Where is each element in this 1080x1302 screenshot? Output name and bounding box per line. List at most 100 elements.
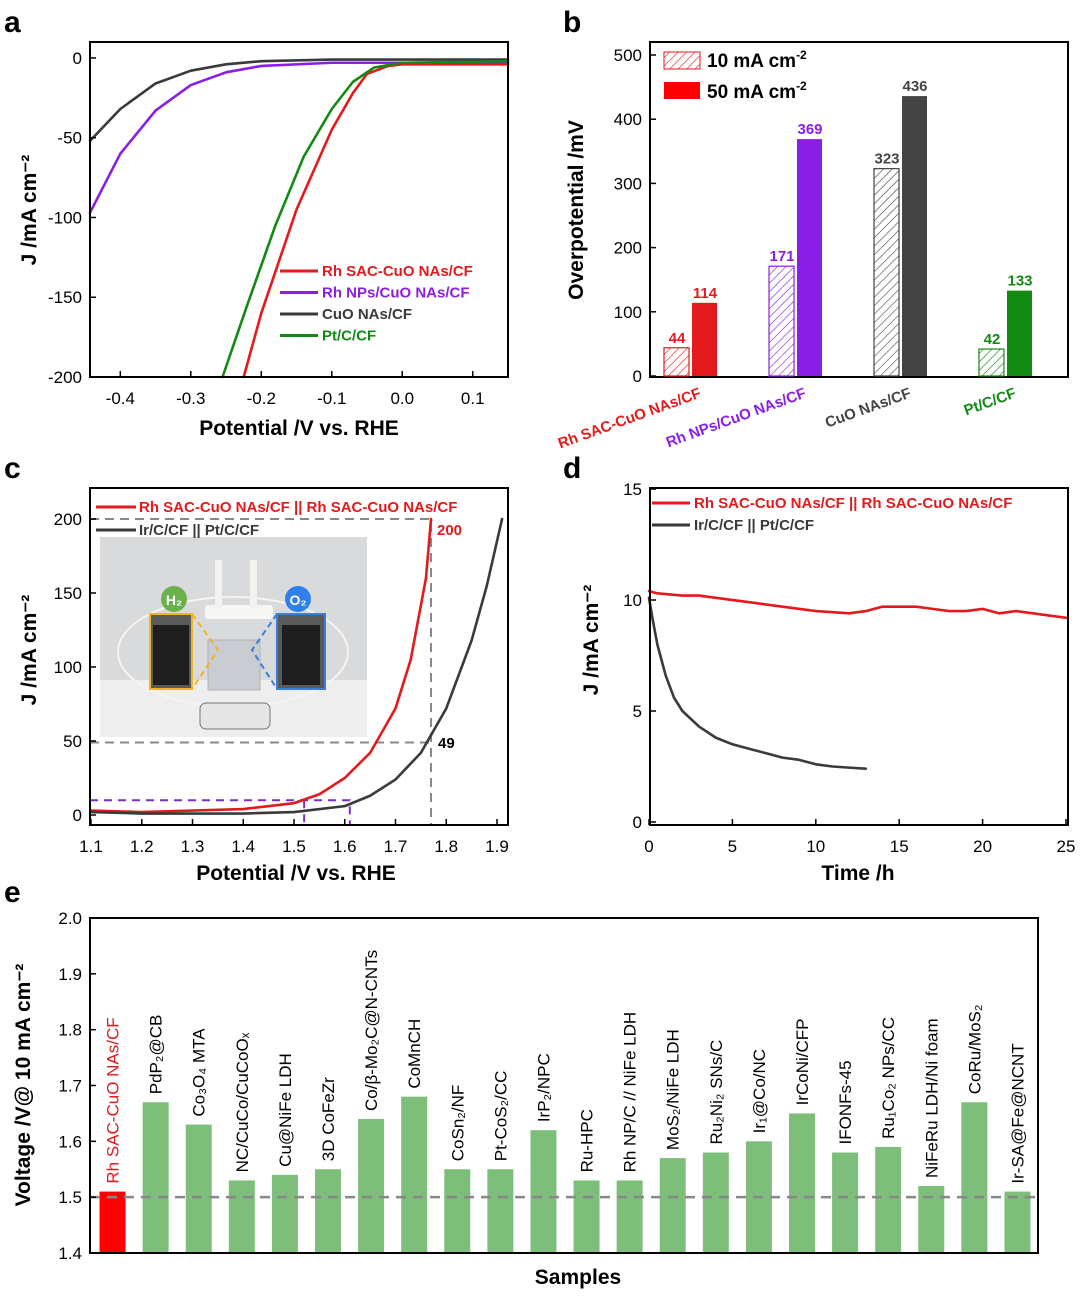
legend-swatch-hatched [663, 51, 701, 70]
category-label: CuO NAs/CF [823, 385, 913, 432]
legend-swatch-solid [664, 82, 700, 99]
legend-label: Rh SAC-CuO NAs/CF || Rh SAC-CuO NAs/CF [694, 495, 1012, 512]
annotation-49: 49 [438, 735, 455, 752]
y-tick-label: 500 [614, 46, 642, 65]
legend-label: Ir/C/CF || Pt/C/CF [139, 522, 259, 539]
bar [702, 1152, 729, 1253]
category-label: CoMnCH [405, 1019, 424, 1089]
y-tick-label: 15 [623, 480, 642, 499]
y-tick-label: -150 [48, 288, 82, 307]
category-label: Pt-CoS₂/CC [491, 1071, 510, 1162]
x-axis-label: Potential /V vs. RHE [196, 862, 396, 885]
panel-label: e [4, 876, 21, 909]
legend-label: Rh SAC-CuO NAs/CF || Rh SAC-CuO NAs/CF [139, 499, 457, 516]
x-tick-label: 15 [890, 837, 909, 856]
series-line [88, 61, 510, 214]
annotation-200: 200 [437, 522, 462, 539]
bar-10mA [873, 168, 900, 377]
category-label: PdP₂@CB [147, 1015, 166, 1095]
category-label: CoRu/MoS₂ [965, 1005, 984, 1095]
x-tick-label: -0.3 [176, 389, 205, 408]
y-axis-label: J /mA cm⁻² [18, 155, 41, 266]
y-tick-label: 10 [623, 591, 642, 610]
category-label: Rh SAC-CuO NAs/CF [104, 1017, 123, 1183]
bar [875, 1146, 902, 1253]
x-tick-label: 1.9 [485, 837, 509, 856]
panel-c-frame [89, 487, 509, 826]
battery-icon [199, 702, 271, 730]
y-tick-label: 1.6 [58, 1132, 82, 1151]
y-tick-label: 1.4 [58, 1244, 82, 1263]
legend-label: Rh SAC-CuO NAs/CF [322, 263, 473, 280]
bar [315, 1169, 341, 1253]
electrode-icon [250, 560, 257, 608]
category-label: Co/β-Mo₂C@N-CNTs [362, 950, 381, 1111]
category-label: Ir-SA@Fe@NCNT [1008, 1043, 1027, 1183]
bar-value-label: 133 [1007, 273, 1032, 290]
panel-label: b [563, 6, 581, 39]
panel-b-frame [649, 41, 1069, 378]
y-tick-label: -200 [48, 368, 82, 387]
x-tick-label: 1.8 [434, 837, 458, 856]
bar-50mA [1007, 290, 1032, 376]
bar [832, 1152, 859, 1253]
x-tick-label: 20 [973, 837, 992, 856]
bar-10mA [978, 348, 1005, 377]
category-label: IrCoNi/CFP [793, 1019, 812, 1106]
x-tick-label: 1.2 [130, 837, 154, 856]
bar [1004, 1191, 1031, 1253]
panel-d-frame [649, 487, 1069, 826]
legend-label: 50 mA cm-2 [707, 79, 807, 103]
category-label: Co₃O₄ MTA [190, 1028, 209, 1117]
bar-value-label: 44 [669, 330, 686, 347]
x-tick-label: 0 [644, 837, 653, 856]
panel-label: a [4, 6, 21, 39]
panel-label: d [563, 452, 581, 485]
category-label: Ir₁@Co/NC [750, 1049, 769, 1133]
y-tick-label: -50 [57, 129, 82, 148]
y-tick-label: 1.7 [58, 1077, 82, 1096]
bar-value-label: 369 [797, 121, 822, 138]
bar [358, 1119, 385, 1253]
o2-badge-label: O₂ [289, 592, 306, 608]
y-tick-label: 1.5 [58, 1188, 82, 1207]
y-tick-label: 0 [633, 813, 642, 832]
y-tick-label: -100 [48, 208, 82, 227]
y-axis-label: Voltage /V@ 10 mA cm⁻² [12, 964, 35, 1207]
category-label: Ru₂Ni₂ SNs/C [707, 1040, 726, 1145]
category-label: Ru-HPC [578, 1109, 597, 1172]
bar [271, 1174, 298, 1253]
bar [99, 1191, 126, 1253]
electrode-icon [215, 560, 222, 608]
x-tick-label: 1.3 [181, 837, 205, 856]
bar [530, 1130, 557, 1253]
x-tick-label: 10 [806, 837, 825, 856]
bar-value-label: 42 [984, 331, 1001, 348]
bar-value-label: 114 [693, 285, 718, 302]
x-tick-label: 1.1 [79, 837, 103, 856]
bar-value-label: 323 [874, 151, 899, 168]
bar [789, 1113, 815, 1253]
bar-value-label: 171 [769, 248, 794, 265]
bar [616, 1180, 643, 1253]
legend-label: Rh NPs/CuO NAs/CF [322, 285, 470, 302]
x-tick-label: -0.1 [317, 389, 346, 408]
x-tick-label: 1.5 [282, 837, 306, 856]
series-line [88, 58, 510, 143]
x-axis-label: Potential /V vs. RHE [199, 417, 399, 440]
x-tick-label: 1.4 [231, 837, 255, 856]
category-label: MoS₂/NiFe LDH [664, 1029, 683, 1150]
panel-label: c [4, 452, 21, 485]
h2-badge-icon [161, 586, 187, 612]
bar-50mA [692, 302, 717, 376]
bar [961, 1102, 988, 1253]
series-line [89, 517, 504, 815]
inset-photo: H₂ O₂ [100, 537, 367, 737]
y-tick-label: 50 [63, 732, 82, 751]
x-tick-label: -0.4 [106, 389, 135, 408]
y-tick-label: 100 [54, 658, 82, 677]
bar-50mA [797, 139, 822, 376]
bar-10mA [663, 347, 690, 377]
y-tick-label: 1.8 [58, 1021, 82, 1040]
